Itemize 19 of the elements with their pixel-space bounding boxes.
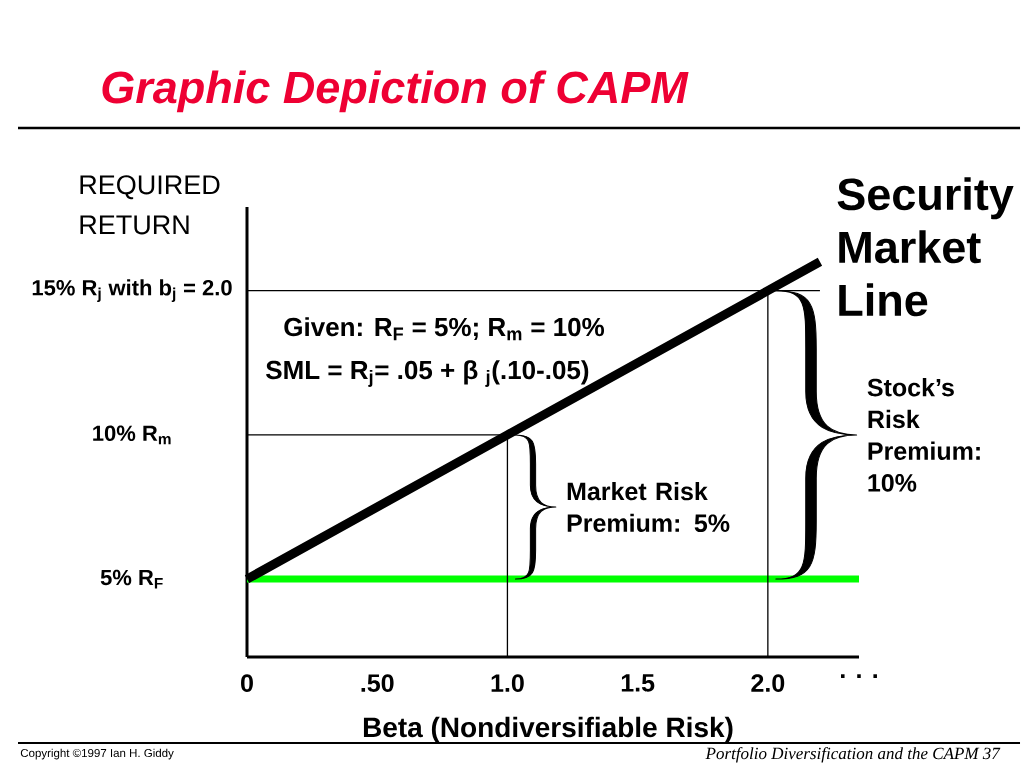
- text: Stock’s Risk Premium: 10%: [867, 378, 980, 492]
- text: Portfolio Diversification and the CAPM 37: [705, 747, 1001, 763]
- annotation: Given: R$_{F}$ = 5%; R$_{m}$ = 10%: [284, 317, 605, 341]
- text: Copyright ©1997 Ian H. Giddy: [20, 748, 174, 760]
- y-tick-label: 5% R$_{F}$: [100, 569, 163, 589]
- annotation: Market Risk Premium: 5%: [567, 481, 730, 533]
- y-tick-label: 15% R$_{j}$ with b$_{j}$ = 2.0: [32, 279, 232, 302]
- annotation: SML = R$_{j}$= .05 + β $_{j}$(.10-.05): [266, 360, 589, 387]
- x-tick-label: 1.5: [621, 674, 655, 692]
- y-axis-title: REQUIRED RETURN: [80, 175, 220, 235]
- chart-title: Graphic Depiction of CAPM: [102, 70, 689, 113]
- x-tick-label: 2.0: [751, 674, 785, 692]
- x-tick-label: .50: [361, 674, 394, 692]
- series-label: Security Market Line: [837, 177, 1014, 317]
- y-tick-label: 10% R$_{m}$: [93, 425, 171, 445]
- x-tick-label: 0: [241, 674, 253, 692]
- x-tick-label: 1.0: [491, 674, 524, 692]
- x-tick-label: . . .: [841, 674, 877, 678]
- x-axis-title: Beta (Nondiversifiable Risk): [363, 716, 733, 743]
